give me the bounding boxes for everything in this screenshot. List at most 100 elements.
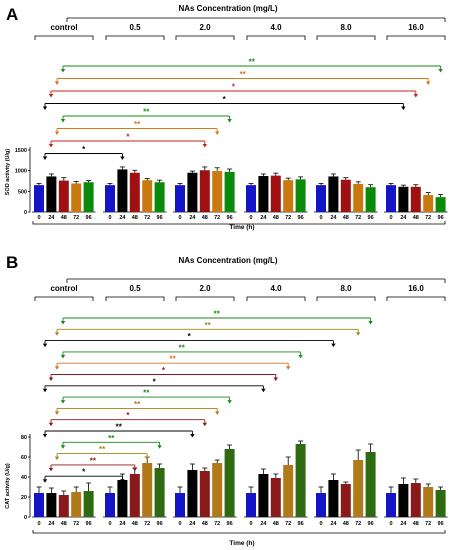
y-tick-label: 0	[24, 210, 27, 216]
significance-label: *	[126, 411, 130, 420]
significance-label: **	[108, 434, 115, 443]
y-axis-label: CAT activity (U/g)	[5, 463, 11, 509]
significance-label: *	[223, 95, 227, 104]
group-label: 0.5	[129, 284, 141, 293]
panel-letter-a: A	[6, 5, 18, 24]
x-tick-label: 72	[144, 521, 150, 527]
x-tick-label: 48	[132, 521, 138, 527]
group-bracket	[34, 35, 94, 40]
x-tick-label: 72	[425, 521, 431, 527]
arrow-left	[60, 400, 66, 404]
x-tick-label: 24	[119, 521, 126, 527]
bar	[58, 495, 69, 517]
arrow-right	[157, 445, 162, 449]
x-tick-label: 96	[368, 521, 374, 527]
y-tick-label: 1000	[15, 169, 27, 175]
x-tick-label: 96	[438, 521, 444, 527]
arrow-left	[54, 332, 60, 336]
x-tick-label: 48	[273, 215, 279, 221]
bar	[46, 493, 57, 517]
group-bracket	[34, 296, 94, 301]
x-tick-label: 72	[73, 521, 79, 527]
bar	[212, 171, 223, 212]
arrow-left	[48, 144, 54, 148]
bar	[117, 169, 128, 212]
panel-a: A NAs Concentration (mg/L) SOD activity …	[5, 4, 448, 231]
bar	[386, 185, 396, 212]
bar	[34, 185, 44, 212]
bar	[386, 493, 396, 517]
x-tick-label: 0	[108, 521, 111, 527]
x-tick-label: 48	[202, 215, 208, 221]
arrow-right	[202, 144, 207, 148]
arrow-right	[368, 321, 373, 325]
x-tick-label: 0	[178, 521, 181, 527]
group-label: control	[50, 23, 77, 32]
bar	[117, 480, 128, 517]
bar	[328, 480, 339, 517]
bar	[316, 493, 326, 517]
arrow-right	[215, 131, 220, 135]
x-axis-label: Time (h)	[229, 224, 254, 231]
bar	[246, 185, 256, 212]
bar	[423, 195, 434, 212]
arrow-right	[120, 156, 125, 160]
x-tick-label: 24	[189, 215, 196, 221]
bar	[328, 176, 339, 212]
bar	[246, 493, 256, 517]
arrow-left	[42, 434, 48, 438]
bar	[270, 175, 281, 212]
bar	[142, 463, 153, 517]
x-tick-label: 0	[249, 521, 252, 527]
arrow-right	[273, 377, 278, 381]
x-tick-label: 24	[330, 215, 337, 221]
bar	[283, 465, 294, 517]
bar	[283, 180, 294, 212]
group-bracket	[105, 296, 165, 301]
x-tick-label: 96	[227, 521, 233, 527]
x-tick-label: 72	[355, 215, 361, 221]
significance-label: **	[239, 70, 246, 79]
x-tick-label: 0	[249, 215, 252, 221]
arrow-right	[286, 366, 291, 370]
significance-label: **	[134, 120, 141, 129]
x-tick-label: 48	[61, 215, 67, 221]
arrow-left	[54, 81, 60, 85]
x-tick-label: 96	[227, 215, 233, 221]
significance-label: **	[214, 310, 221, 319]
bar	[175, 493, 185, 517]
x-tick-label: 72	[214, 215, 220, 221]
bar	[258, 474, 269, 517]
x-tick-label: 0	[319, 521, 322, 527]
bar	[410, 483, 421, 517]
x-tick-label: 24	[260, 521, 267, 527]
panel-letter-b: B	[6, 253, 18, 272]
panel-b: B NAs Concentration (mg/L) CAT activity …	[5, 253, 448, 547]
significance-label: *	[126, 133, 130, 142]
bar	[340, 484, 351, 517]
arrow-right	[120, 479, 125, 483]
y-tick-label: 500	[18, 189, 27, 195]
bar	[224, 449, 235, 517]
bar	[199, 170, 210, 212]
group-bracket	[386, 35, 446, 40]
x-tick-label: 96	[157, 521, 163, 527]
bar	[295, 444, 306, 517]
bar	[423, 487, 434, 517]
x-tick-label: 72	[285, 215, 291, 221]
arrow-right	[426, 81, 431, 85]
arrow-left	[60, 321, 66, 325]
x-tick-label: 48	[343, 215, 349, 221]
bar	[71, 183, 82, 212]
significance-label: *	[188, 332, 192, 341]
x-tick-label: 24	[119, 215, 126, 221]
y-tick-label: 40	[21, 475, 27, 481]
arrow-left	[54, 456, 60, 461]
arrow-right	[202, 422, 207, 427]
significance-label: *	[82, 468, 86, 477]
x-tick-label: 72	[73, 215, 79, 221]
arrow-left	[48, 377, 54, 381]
x-tick-label: 72	[355, 521, 361, 527]
bar	[316, 185, 326, 212]
